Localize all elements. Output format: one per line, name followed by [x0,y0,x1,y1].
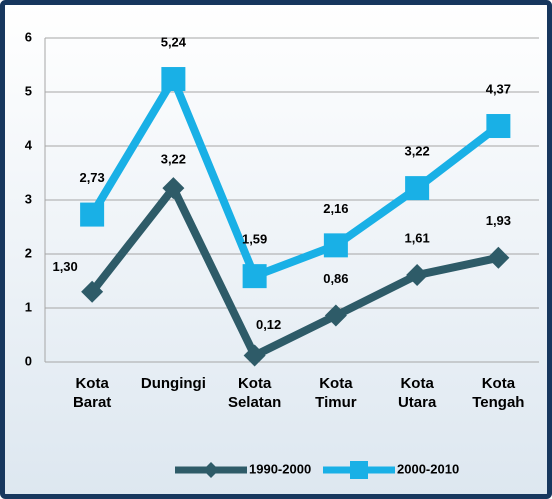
y-tick-label: 3 [25,191,32,206]
x-tick-label: Kota Timur [315,375,357,411]
marker [487,246,510,269]
y-tick-label: 0 [25,353,32,368]
data-label: 1,61 [404,230,429,245]
x-tick-label: Dungingi [141,375,206,392]
marker [405,176,430,201]
data-label: 4,37 [486,81,511,96]
marker [80,202,105,227]
data-label: 1,59 [242,232,267,247]
marker [203,462,219,478]
x-tick-label: Kota Tengah [472,375,524,411]
marker [242,264,267,289]
data-label: 2,73 [79,170,104,185]
data-label: 2,16 [323,201,348,216]
data-label: 0,86 [323,271,348,286]
marker [324,304,347,327]
y-tick-label: 4 [25,137,33,152]
marker [486,114,511,139]
marker [161,67,186,92]
marker [81,280,104,303]
x-tick-label: Kota Selatan [228,375,281,411]
data-label: 3,22 [161,152,186,167]
marker [243,344,266,367]
y-tick-label: 2 [25,245,32,260]
legend-label: 2000-2010 [397,461,459,476]
x-tick-label: Kota Utara [398,375,437,411]
data-label: 1,93 [486,213,511,228]
y-tick-label: 6 [25,29,32,44]
marker [406,264,429,287]
marker [323,233,348,258]
series-line [88,75,501,281]
legend-label: 1990-2000 [249,461,311,476]
series-line [88,184,500,360]
y-tick-label: 5 [25,83,32,98]
marker [350,461,368,479]
y-tick-label: 1 [25,299,32,314]
data-label: 3,22 [404,144,429,159]
data-label: 5,24 [161,34,187,49]
data-label: 1,30 [52,259,77,274]
data-label: 0,12 [256,317,281,332]
marker [162,177,185,200]
x-tick-label: Kota Barat [73,375,111,411]
